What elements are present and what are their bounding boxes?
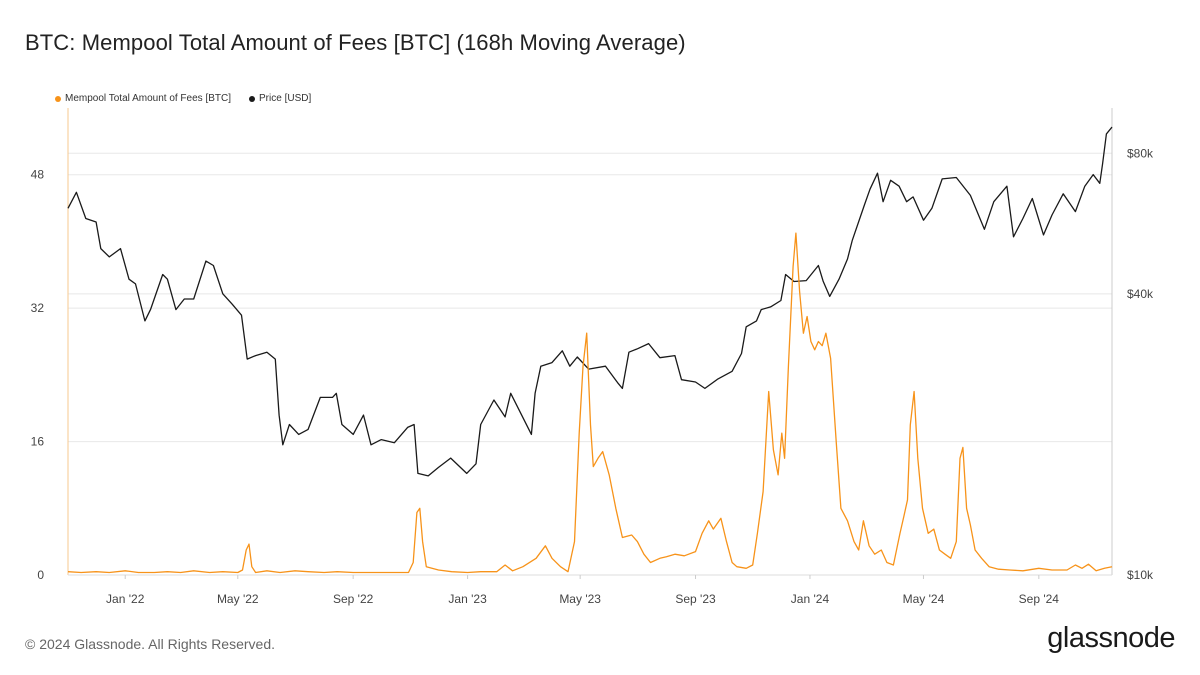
legend-swatch-fees <box>55 95 61 102</box>
legend-item-price[interactable]: Price [USD] <box>249 93 311 104</box>
x-tick-label-3: Jan '23 <box>448 592 487 606</box>
y-right-tick-label-0: $10k <box>1127 568 1154 582</box>
legend-label-fees: Mempool Total Amount of Fees [BTC] <box>65 93 232 104</box>
x-tick-label-1: May '22 <box>217 592 259 606</box>
legend-swatch-price <box>249 95 256 102</box>
x-tick-label-2: Sep '22 <box>333 592 374 606</box>
x-tick-label-6: Jan '24 <box>791 592 830 606</box>
legend-label-price: Price [USD] <box>259 93 312 104</box>
y-right-tick-label-1: $40k <box>1127 287 1154 301</box>
legend-item-fees[interactable]: Mempool Total Amount of Fees [BTC] <box>55 93 231 104</box>
y-right-tick-label-2: $80k <box>1127 146 1154 160</box>
y-left-tick-label-3: 48 <box>31 168 45 182</box>
y-left-tick-label-0: 0 <box>37 568 44 582</box>
glassnode-logo: glassnode <box>1047 622 1175 654</box>
x-tick-label-8: Sep '24 <box>1019 592 1060 606</box>
x-tick-label-5: Sep '23 <box>675 592 716 606</box>
chart-title: BTC: Mempool Total Amount of Fees [BTC] … <box>25 30 686 55</box>
y-left-tick-label-1: 16 <box>31 435 45 449</box>
x-tick-label-7: May '24 <box>903 592 945 606</box>
copyright-footer: © 2024 Glassnode. All Rights Reserved. <box>25 636 276 652</box>
y-left-tick-label-2: 32 <box>31 301 45 315</box>
chart-legend: Mempool Total Amount of Fees [BTC] Price… <box>55 93 311 104</box>
x-tick-label-0: Jan '22 <box>106 592 145 606</box>
x-tick-label-4: May '23 <box>559 592 601 606</box>
series-line-fees <box>67 232 1113 574</box>
